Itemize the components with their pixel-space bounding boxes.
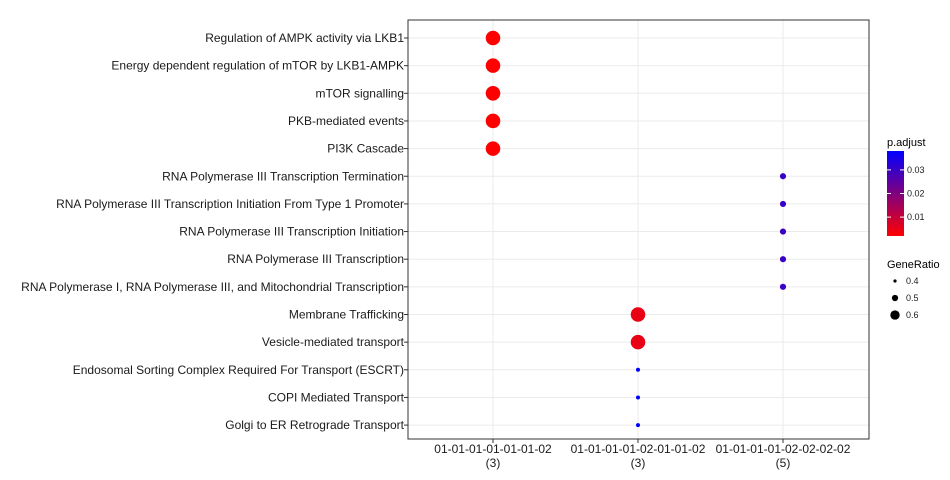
y-tick-label: RNA Polymerase III Transcription Initiat… [56, 197, 404, 211]
data-point [779, 228, 787, 235]
data-point [779, 256, 787, 263]
size-legend-label: 0.6 [906, 310, 919, 320]
y-tick-label: RNA Polymerase III Transcription [227, 252, 404, 266]
color-legend-label: 0.02 [907, 189, 925, 199]
size-legend-dot [893, 279, 897, 283]
y-tick-label: RNA Polymerase III Transcription Termina… [162, 169, 404, 183]
size-legend-dot [891, 294, 899, 302]
data-point [779, 200, 787, 207]
color-legend-title: p.adjust [887, 137, 926, 149]
color-legend-bar [887, 151, 904, 236]
y-tick-label: Golgi to ER Retrograde Transport [225, 418, 404, 432]
y-tick-label: RNA Polymerase I, RNA Polymerase III, an… [21, 280, 404, 294]
y-tick-label: Vesicle-mediated transport [262, 335, 405, 349]
size-legend-label: 0.5 [906, 293, 919, 303]
data-point [485, 86, 501, 101]
color-legend-label: 0.01 [907, 212, 925, 222]
y-tick-label: Regulation of AMPK activity via LKB1 [205, 31, 404, 45]
size-legend-label: 0.4 [906, 276, 919, 286]
y-tick-label: PI3K Cascade [327, 142, 404, 156]
color-legend-label: 0.03 [907, 165, 925, 175]
y-tick-label: RNA Polymerase III Transcription Initiat… [179, 225, 404, 239]
x-tick-count-label: (5) [776, 456, 791, 470]
points-layer [485, 30, 787, 428]
y-tick-label: Endosomal Sorting Complex Required For T… [73, 363, 404, 377]
data-point [779, 283, 787, 290]
x-tick-count-label: (3) [631, 456, 646, 470]
data-point [630, 307, 646, 322]
data-point [485, 30, 501, 46]
size-legend-dot [890, 310, 900, 320]
x-tick-count-label: (3) [486, 456, 501, 470]
data-point [485, 141, 501, 156]
x-axis-ticks: 01-01-01-01-01-01-02(3)01-01-01-01-02-01… [434, 439, 851, 470]
size-legend-title: GeneRatio [887, 259, 940, 271]
grid-lines [408, 20, 869, 439]
data-point [630, 334, 646, 350]
y-tick-label: PKB-mediated events [288, 114, 404, 128]
y-tick-label: mTOR signalling [316, 86, 404, 100]
data-point [485, 113, 501, 129]
x-tick-label: 01-01-01-01-02-01-01-02 [571, 442, 706, 456]
size-legend: GeneRatio 0.4 0.5 0.6 [887, 259, 940, 320]
data-point [779, 173, 787, 180]
x-tick-label: 01-01-01-01-01-01-02 [434, 442, 552, 456]
y-tick-label: Energy dependent regulation of mTOR by L… [111, 59, 404, 73]
data-point [636, 367, 640, 372]
y-tick-label: COPI Mediated Transport [268, 390, 405, 404]
color-legend: p.adjust 0.01 0.02 0.03 [887, 137, 926, 236]
data-point [485, 58, 501, 73]
x-tick-label: 01-01-01-01-02-02-02-02 [716, 442, 851, 456]
y-axis-ticks: Regulation of AMPK activity via LKB1 Ener… [21, 31, 408, 432]
data-point [636, 395, 640, 400]
data-point [636, 423, 640, 428]
y-tick-label: Membrane Trafficking [289, 308, 404, 322]
